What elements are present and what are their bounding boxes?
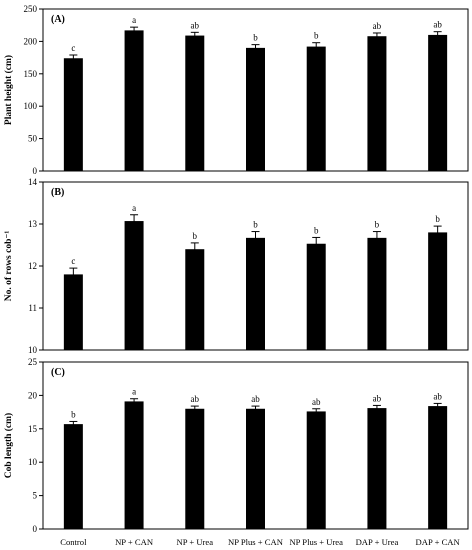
x-tick-label: NP + CAN [115,537,154,547]
y-axis-label: No. of rows cob⁻¹ [4,231,14,302]
significance-label: b [71,409,76,419]
y-tick-label: 50 [28,134,38,144]
significance-label: ab [373,393,382,403]
chart-panel-2: 10 11 12 13 14 No. of rows cob⁻¹ (B) c a b b b b b [4,177,469,355]
bar [367,408,387,529]
y-tick-label: 13 [28,219,38,229]
bar [124,401,144,529]
y-tick-label: 100 [24,101,38,111]
y-tick-label: 25 [28,357,38,367]
bar [246,47,265,171]
y-tick-label: 5 [33,491,38,501]
bar [428,232,448,350]
y-tick-label: 10 [28,457,38,467]
y-tick-label: 11 [28,303,37,313]
bar [306,243,326,350]
significance-label: a [132,15,136,25]
y-tick-label: 150 [24,69,38,79]
bar [63,58,83,171]
significance-label: b [314,225,319,235]
significance-label: ab [251,394,260,404]
significance-label: b [375,220,380,230]
bar [306,411,326,529]
significance-label: a [132,203,136,213]
bar [63,424,83,529]
bar [185,408,205,529]
panel-label: (C) [51,367,65,378]
significance-label: b [435,214,440,224]
bar [246,408,265,529]
y-axis-label: Cob length (cm) [3,413,14,478]
significance-label: b [193,231,198,241]
y-tick-label: 10 [28,345,38,355]
significance-label: c [71,256,75,266]
significance-label: ab [433,20,442,30]
chart-panel-1: 0 50 100 150 200 250 Plant height (cm) (A) c a ab b… [3,4,469,176]
x-tick-label: DAP + CAN [416,537,461,547]
bar [428,406,448,529]
y-tick-label: 200 [24,36,38,46]
significance-label: ab [433,391,442,401]
bar [246,237,265,350]
x-tick-label: NP Plus + Urea [289,537,343,547]
significance-label: b [314,31,319,41]
y-tick-label: 0 [33,524,38,534]
significance-label: b [253,33,258,43]
x-tick-label: NP + Urea [177,537,214,547]
significance-label: ab [312,397,321,407]
chart-panel-3: 0 5 10 15 20 25 Cob length (cm) (C) b Control a NP … [3,357,469,547]
x-tick-label: DAP + Urea [356,537,399,547]
x-tick-label: Control [60,537,87,547]
significance-label: c [71,43,75,53]
y-tick-label: 0 [33,166,38,176]
y-axis-label: Plant height (cm) [3,55,14,125]
bar [306,46,326,171]
significance-label: ab [191,394,200,404]
bar [185,35,205,172]
bar [124,30,144,171]
bar [63,274,83,350]
significance-label: ab [373,21,382,31]
panel-label: (A) [51,14,65,25]
bar [185,249,205,350]
significance-label: b [253,220,258,230]
significance-label: ab [191,20,200,30]
y-tick-label: 15 [28,424,38,434]
significance-label: a [132,387,136,397]
y-tick-label: 14 [28,177,38,187]
bar [428,34,448,171]
panel-label: (B) [51,187,64,198]
bar [367,36,387,171]
x-tick-label: NP Plus + CAN [228,537,284,547]
y-tick-label: 12 [28,261,37,271]
y-tick-label: 250 [24,4,38,14]
bar [124,221,144,350]
y-tick-label: 20 [28,390,38,400]
bar [367,237,387,350]
